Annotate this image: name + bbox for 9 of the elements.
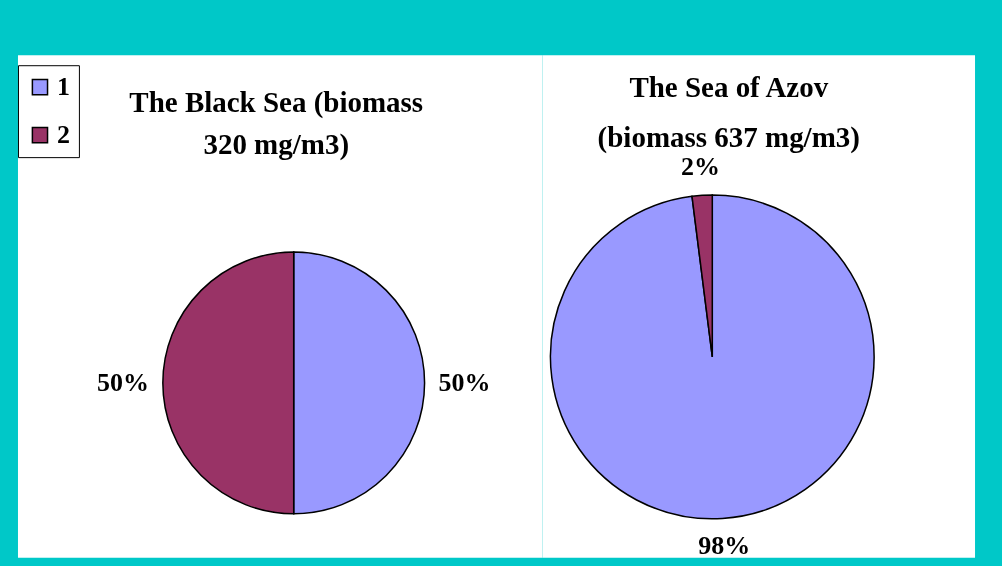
chart-title: The Sea of Azov (biomass 637 mg/m3): [597, 71, 860, 155]
text: The Black Sea (biomass 320 mg/m3): [129, 86, 424, 162]
pie-slice: [549, 194, 875, 520]
data-label: 50%: [96, 367, 149, 397]
legend-label: 1: [56, 72, 70, 102]
data-label: 50%: [438, 367, 491, 397]
data-label: 2%: [680, 152, 720, 182]
data-label: 98%: [698, 531, 751, 561]
legend-label: 2: [56, 120, 70, 150]
